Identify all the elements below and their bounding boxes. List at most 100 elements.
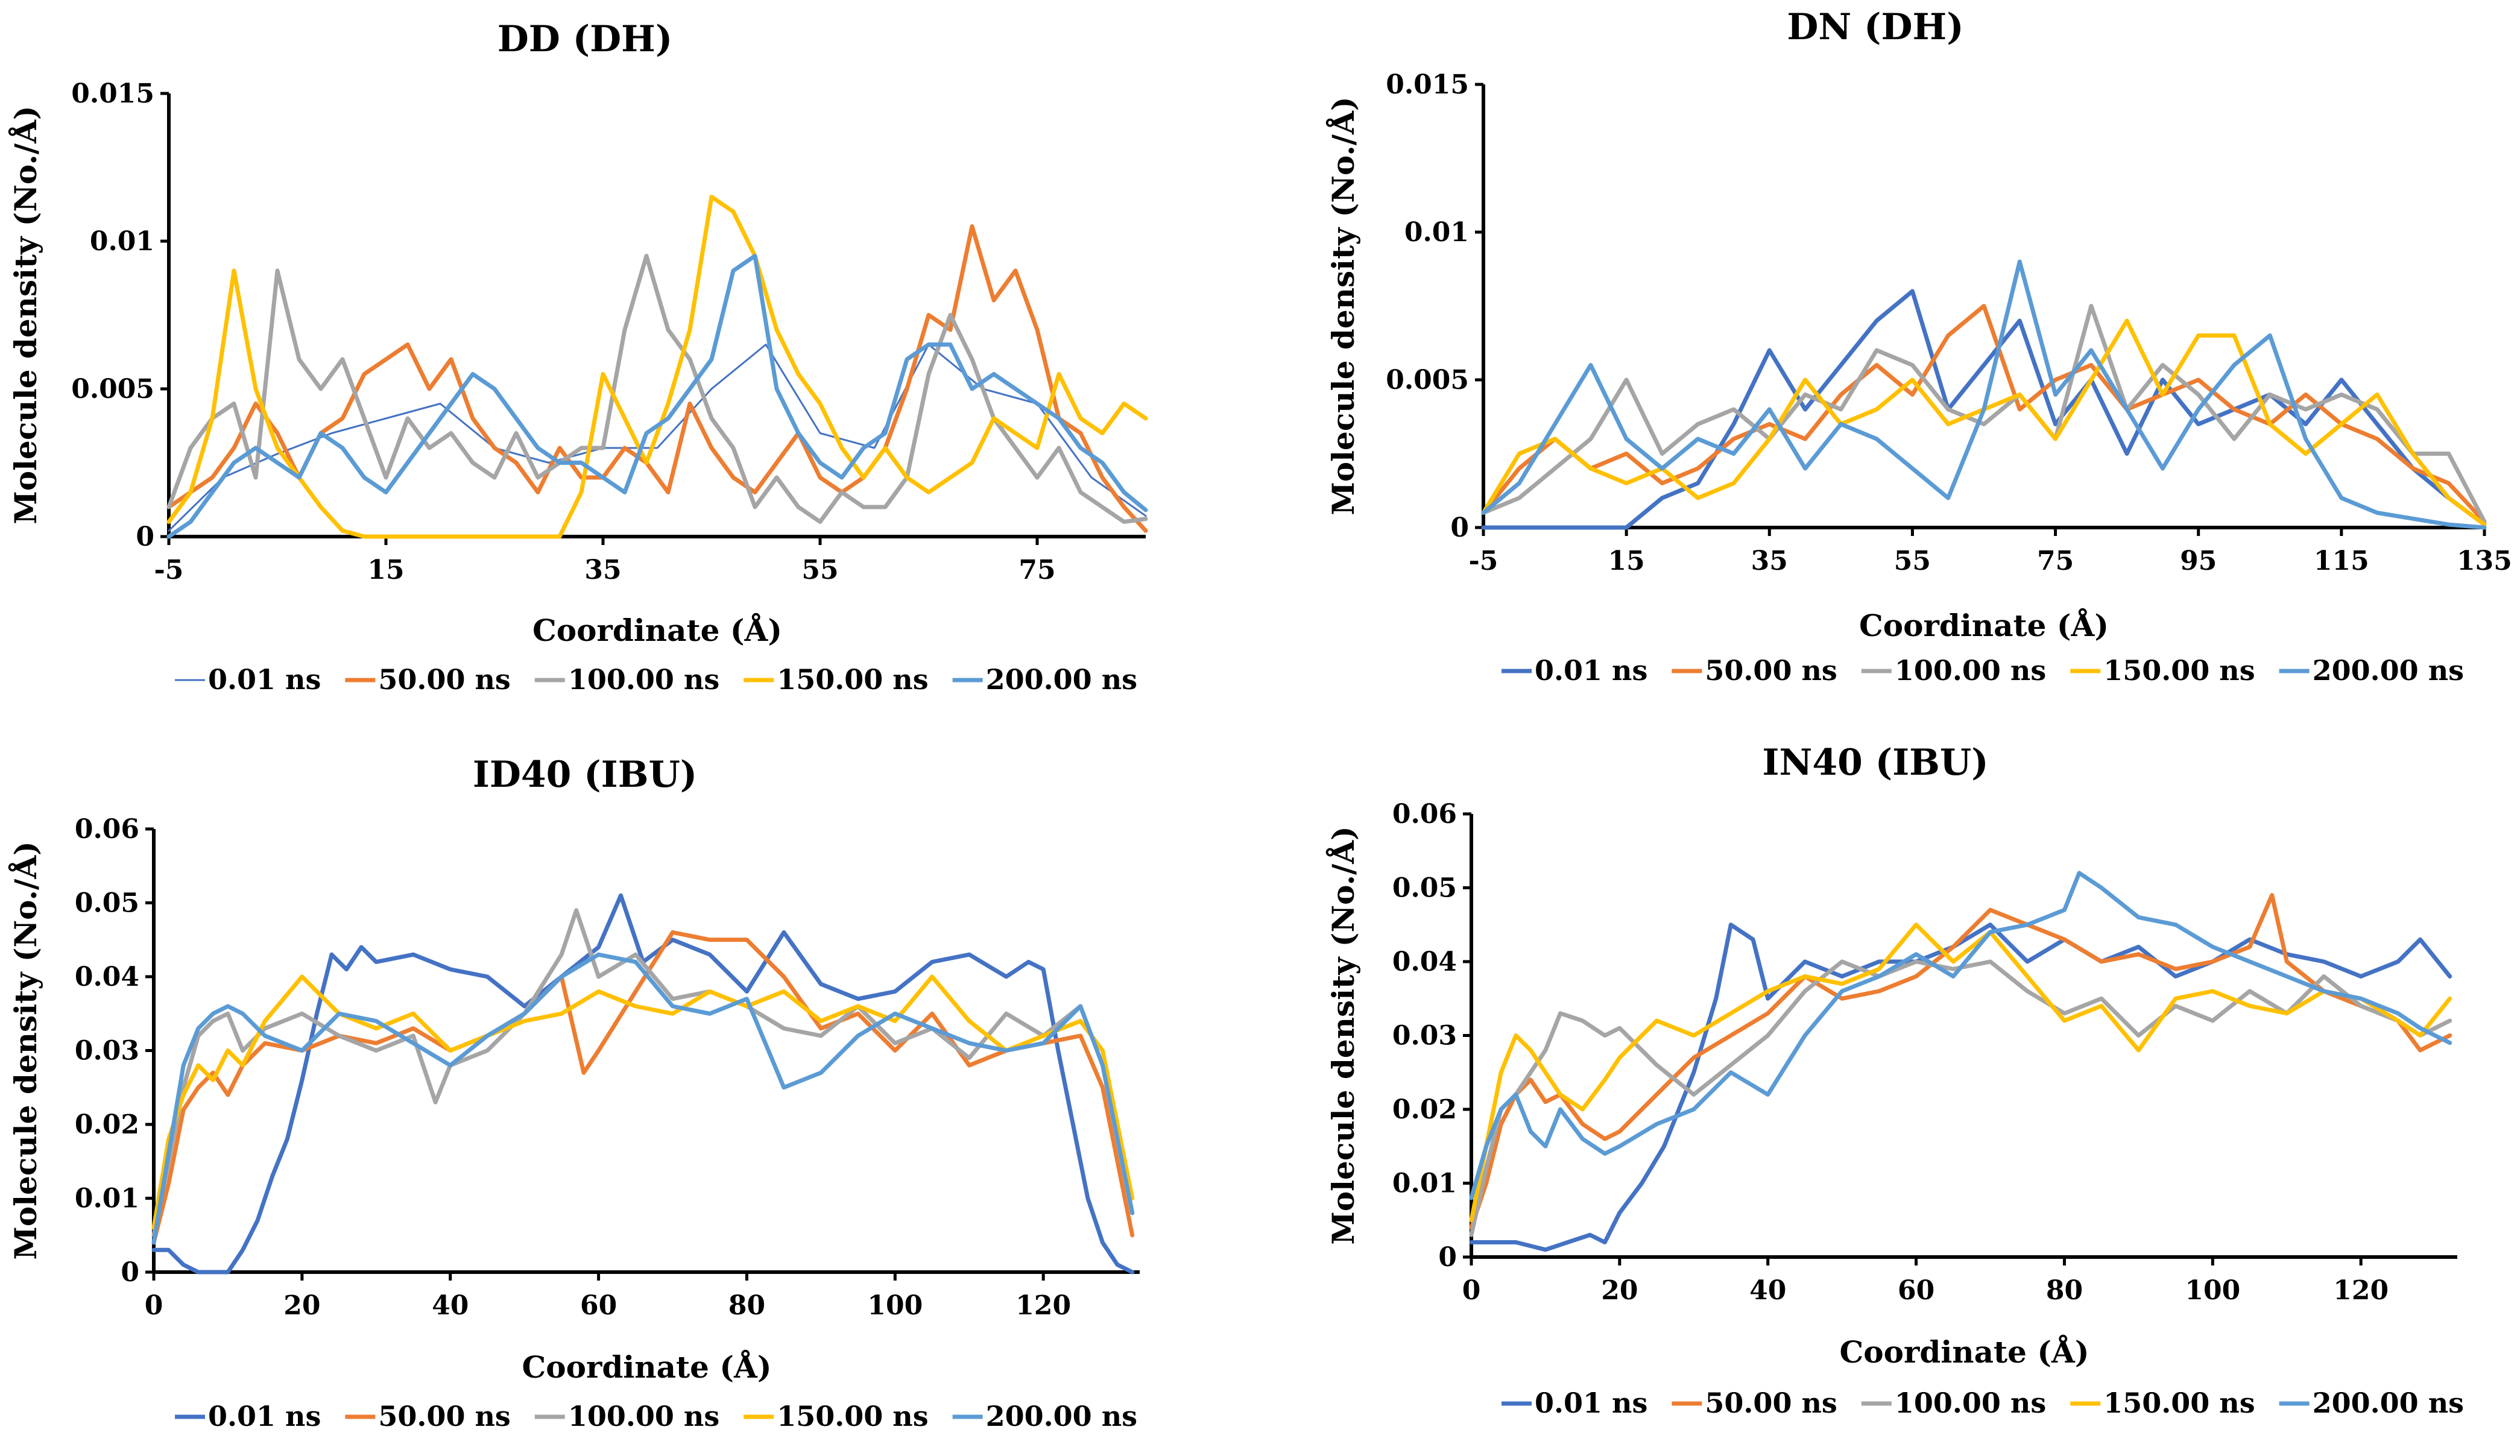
x-axis-label: Coordinate (Å): [1859, 608, 2109, 643]
series-line-200-00-ns: [1469, 871, 2452, 1200]
chart-panel-2: DN (DH) 0 0.005 0.01 0.015 -5 15 35 55 75 95 115 135…: [1325, 6, 2512, 687]
y-tick-label: 0.05: [75, 888, 139, 919]
x-tick-label: 15: [1608, 546, 1645, 576]
chart-title: IN40 (IBU): [1762, 742, 1988, 784]
y-tick-label: 0.01: [75, 1183, 139, 1214]
legend-label: 200.00 ns: [986, 663, 1137, 696]
y-tick-label: 0.005: [71, 374, 154, 405]
legend-label: 200.00 ns: [986, 1400, 1137, 1432]
legend-label: 150.00 ns: [2103, 1387, 2255, 1419]
x-tick-label: 120: [1015, 1290, 1071, 1321]
y-tick-label: 0.05: [1392, 873, 1457, 904]
y-tick-label: 0.01: [90, 226, 154, 257]
y-tick-label: 0.005: [1386, 365, 1469, 396]
x-axis-label: Coordinate (Å): [532, 613, 782, 648]
y-tick-label: 0: [1438, 1242, 1457, 1273]
y-tick-label: 0.02: [1392, 1094, 1457, 1125]
x-tick-label: 75: [2037, 546, 2074, 576]
y-axis-label: Molecule density (No./Å): [8, 841, 43, 1259]
legend-label: 50.00 ns: [1705, 1387, 1837, 1419]
legend: 0.01 ns 50.00 ns 100.00 ns 150.00 ns 200.00 …: [1502, 654, 2464, 687]
x-axis-label: Coordinate (Å): [522, 1349, 772, 1385]
series-line-50-00-ns: [1469, 893, 2452, 1230]
x-tick-label: 40: [432, 1290, 469, 1321]
y-tick-label: 0.02: [75, 1109, 139, 1140]
y-axis-label: Molecule density (No./Å): [1325, 826, 1361, 1244]
x-tick-label: 80: [728, 1290, 765, 1321]
y-axis-label: Molecule density (No./Å): [1325, 96, 1361, 515]
x-tick-label: 80: [2046, 1275, 2083, 1306]
y-tick-label: 0: [121, 1257, 139, 1288]
x-axis-label: Coordinate (Å): [1840, 1334, 2089, 1370]
legend-label: 0.01 ns: [208, 663, 321, 696]
x-tick-label: 120: [2333, 1275, 2389, 1306]
y-tick-label: 0.01: [1392, 1168, 1457, 1199]
y-tick-label: 0.06: [1392, 799, 1457, 830]
y-tick-label: 0.015: [71, 78, 154, 109]
y-tick-label: 0.015: [1386, 69, 1469, 100]
series-line-100-00-ns: [151, 908, 1135, 1238]
legend-label: 100.00 ns: [1895, 1387, 2046, 1419]
series-line-150-00-ns: [166, 195, 1148, 539]
legend-label: 200.00 ns: [2313, 1387, 2464, 1419]
x-tick-label: 55: [1894, 546, 1931, 576]
legend-label: 0.01 ns: [208, 1400, 321, 1432]
x-tick-label: 95: [2180, 546, 2217, 576]
legend-label: 50.00 ns: [378, 663, 510, 696]
series-line-100-00-ns: [1481, 304, 2487, 524]
series-line-100-00-ns: [166, 254, 1148, 524]
chart-panel-4: IN40 (IBU) 0 0.01 0.02 0.03 0.04 0.05 0.06 0 20 40…: [1325, 742, 2464, 1419]
x-tick-label: 35: [584, 555, 621, 585]
legend: 0.01 ns 50.00 ns 100.00 ns 150.00 ns 200.00 …: [175, 1400, 1137, 1432]
y-tick-label: 0.06: [75, 814, 139, 845]
x-tick-label: 75: [1018, 555, 1055, 585]
legend-label: 100.00 ns: [568, 663, 719, 696]
series-line-0-01-ns: [1481, 289, 2487, 530]
y-tick-label: 0.03: [75, 1036, 139, 1067]
y-tick-label: 0: [136, 522, 154, 552]
x-tick-label: 60: [580, 1290, 617, 1321]
legend-label: 150.00 ns: [2103, 654, 2255, 687]
legend-label: 100.00 ns: [1895, 654, 2046, 687]
x-tick-label: 0: [145, 1290, 163, 1321]
chart-title: DD (DH): [497, 18, 672, 60]
series-line-150-00-ns: [151, 974, 1135, 1230]
series-line-0-01-ns: [151, 893, 1135, 1275]
series-line-50-00-ns: [151, 930, 1135, 1245]
x-tick-label: 40: [1749, 1275, 1786, 1306]
series-line-200-00-ns: [166, 254, 1148, 539]
x-tick-label: 100: [2185, 1275, 2240, 1306]
legend-label: 150.00 ns: [777, 1400, 928, 1432]
legend: 0.01 ns 50.00 ns 100.00 ns 150.00 ns 200.00 …: [1502, 1387, 2464, 1419]
series-line-50-00-ns: [166, 224, 1148, 533]
series-line-200-00-ns: [151, 952, 1135, 1245]
x-tick-label: 15: [367, 555, 404, 585]
series-line-150-00-ns: [1469, 922, 2452, 1223]
x-tick-label: 55: [801, 555, 838, 585]
y-tick-label: 0.03: [1392, 1021, 1457, 1051]
y-tick-label: 0.04: [75, 962, 139, 992]
legend-label: 100.00 ns: [568, 1400, 719, 1432]
y-tick-label: 0.01: [1404, 217, 1469, 248]
x-tick-label: 100: [867, 1290, 923, 1321]
legend-label: 200.00 ns: [2313, 654, 2464, 687]
x-tick-label: 0: [1462, 1275, 1481, 1306]
legend-label: 50.00 ns: [1705, 654, 1837, 687]
y-tick-label: 0.04: [1392, 947, 1457, 977]
x-tick-label: 20: [283, 1290, 320, 1321]
legend-label: 150.00 ns: [777, 663, 928, 696]
chart-panel-1: DD (DH) 0 0.005 0.01 0.015 -5 15 35 55 75 Coordina…: [8, 18, 1148, 696]
series-line-200-00-ns: [1481, 259, 2487, 530]
series-line-100-00-ns: [1469, 959, 2452, 1237]
legend: 0.01 ns 50.00 ns 100.00 ns 150.00 ns 200.00 …: [175, 663, 1137, 696]
legend-label: 0.01 ns: [1535, 654, 1647, 687]
x-tick-label: -5: [154, 555, 184, 585]
legend-label: 0.01 ns: [1535, 1387, 1647, 1419]
x-tick-label: 60: [1898, 1275, 1934, 1306]
legend-label: 50.00 ns: [378, 1400, 510, 1432]
chart-title: ID40 (IBU): [473, 754, 697, 796]
y-axis-label: Molecule density (No./Å): [8, 106, 43, 524]
chart-title: DN (DH): [1787, 6, 1963, 48]
chart-panel-3: ID40 (IBU) 0 0.01 0.02 0.03 0.04 0.05 0.06 0 20 40…: [8, 754, 1140, 1432]
